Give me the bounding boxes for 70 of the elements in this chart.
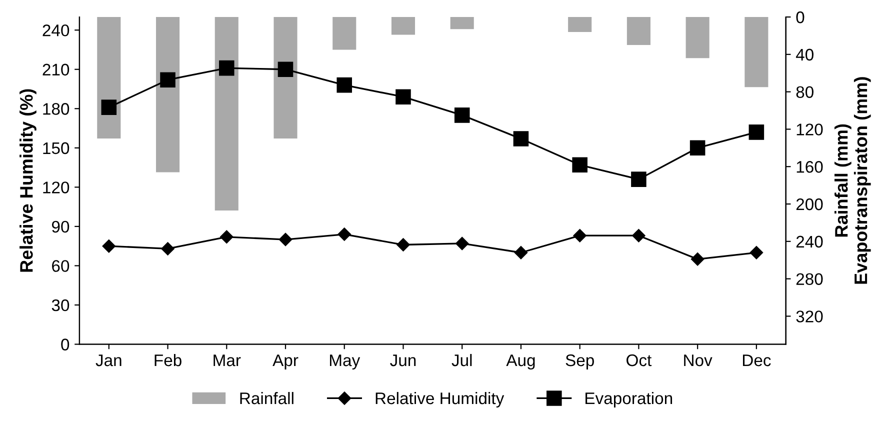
point <box>750 246 764 260</box>
x-tick-label: Feb <box>154 354 182 366</box>
point <box>160 72 176 88</box>
y-axis-title: Relative Humidity (%) <box>20 89 36 272</box>
point <box>690 252 704 266</box>
legend-label: Rainfall <box>240 392 294 404</box>
y-tick-label: 90 <box>52 220 70 233</box>
x-tick-label: Jun <box>390 354 416 366</box>
y2-tick-label: 120 <box>796 124 823 136</box>
bar <box>568 17 592 32</box>
point <box>748 124 764 140</box>
point <box>690 140 706 156</box>
point <box>396 238 410 252</box>
bar <box>332 17 356 50</box>
point <box>220 230 234 244</box>
point <box>513 131 529 146</box>
point <box>514 246 528 260</box>
bar <box>626 17 650 46</box>
y-tick-label: 180 <box>43 103 70 115</box>
point <box>336 77 352 93</box>
y2-tick-label: 40 <box>796 48 814 61</box>
bar <box>97 17 121 139</box>
y2-tick-label: 200 <box>796 198 823 210</box>
y2-tick-label: 320 <box>796 310 823 322</box>
x-tick-label: Aug <box>506 354 535 370</box>
x-tick-label: Sep <box>566 354 594 370</box>
x-tick-label: May <box>330 354 360 370</box>
point <box>631 172 646 187</box>
point <box>456 236 469 250</box>
bar <box>391 17 416 35</box>
y2-tick-label: 240 <box>796 236 823 248</box>
x-tick-label: Jul <box>452 354 472 366</box>
bar <box>744 17 768 88</box>
point <box>161 242 174 256</box>
bar <box>156 17 180 172</box>
point <box>338 228 351 241</box>
legend-label: Evaporation <box>586 392 672 408</box>
point <box>454 108 470 123</box>
y-tick-label: 120 <box>43 182 70 194</box>
x-tick-label: Nov <box>684 354 712 366</box>
y2-tick-label: 0 <box>796 11 804 24</box>
y-tick-label: 150 <box>43 142 70 154</box>
x-tick-label: Apr <box>272 354 298 370</box>
point <box>573 229 586 242</box>
y-tick-label: 60 <box>52 260 70 272</box>
point <box>278 232 292 246</box>
x-tick-label: Oct <box>626 354 652 366</box>
y-tick-label: 240 <box>42 24 70 36</box>
bar <box>214 17 238 211</box>
y2-tick-label: 80 <box>796 86 814 98</box>
y-tick-label: 210 <box>42 64 70 76</box>
point <box>218 60 234 76</box>
point <box>102 239 116 253</box>
y-tick-label: 30 <box>52 299 70 312</box>
point <box>572 157 588 173</box>
y2-axis-title: Rainfall (mm) Evapotranspiraton (mm) <box>834 77 871 284</box>
bar <box>274 17 298 139</box>
point <box>632 229 646 242</box>
x-tick-label: Mar <box>214 354 241 366</box>
point <box>101 100 117 115</box>
y-tick-label: 0 <box>61 338 70 350</box>
point <box>278 62 294 77</box>
bar <box>450 17 474 30</box>
legend-label: Relative Humidity <box>376 392 504 408</box>
y2-tick-label: 280 <box>796 273 823 286</box>
point <box>396 89 411 104</box>
y2-tick-label: 160 <box>796 161 823 173</box>
x-tick-label: Jan <box>96 354 122 366</box>
bar <box>686 17 710 58</box>
x-tick-label: Dec <box>742 354 771 366</box>
